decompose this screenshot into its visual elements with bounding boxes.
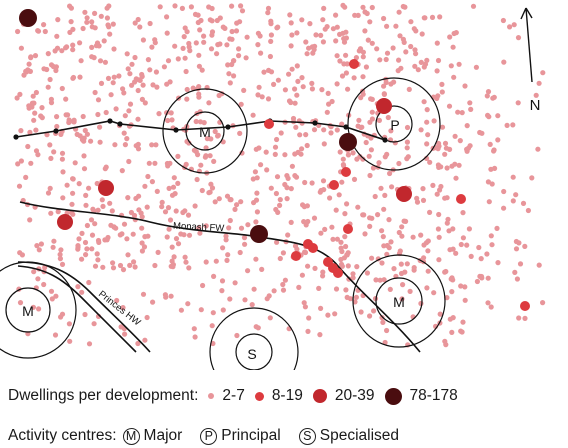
medium-dot-icon	[254, 391, 264, 401]
legend-item-large: 20-39	[312, 387, 375, 405]
centre-letter-major-2: M	[393, 294, 405, 310]
north-label: N	[530, 97, 541, 114]
activity-centre-rings	[0, 77, 446, 370]
legend-item-small: 2-7	[208, 387, 245, 405]
legend-centre-label-major: Major	[143, 427, 183, 444]
legend-centre-specialised: S Specialised	[298, 427, 411, 445]
legend-centre-principal: P Principal	[200, 427, 292, 445]
legend-label-large: 20-39	[334, 387, 375, 404]
specialised-centre-icon: S	[298, 427, 316, 445]
legend-item-xlarge: 78-178	[384, 387, 458, 405]
legend-centre-label-principal: Principal	[221, 427, 281, 444]
dwellings-legend: Dwellings per development: 2-7 8-19 20-3…	[8, 384, 458, 408]
centre-letter-major-1: M	[199, 124, 211, 140]
north-arrow-icon	[520, 7, 533, 83]
legend-centre-label-specialised: Specialised	[319, 427, 400, 444]
princes-highway-label: Princes HW	[96, 289, 142, 329]
princes-highway-line	[17, 261, 151, 353]
centre-letter-principal: P	[390, 117, 399, 133]
legend-label-small: 2-7	[222, 387, 245, 404]
monash-freeway-label: Monash FW	[173, 221, 225, 235]
activity-centres-legend: Activity centres: M Major P Principal S …	[8, 424, 411, 448]
major-centre-icon: M	[122, 427, 140, 445]
centres-legend-title: Activity centres:	[8, 427, 117, 444]
activity-centre-letters: M P M M S	[22, 117, 405, 362]
large-dot-icon	[312, 389, 327, 403]
medium-development-dots	[264, 59, 530, 311]
road-line-secondary	[17, 265, 137, 353]
centre-letter-major-3: M	[22, 303, 34, 319]
legend-label-xlarge: 78-178	[409, 387, 458, 404]
xlarge-development-dots	[19, 9, 357, 243]
legend-label-medium: 8-19	[271, 387, 303, 404]
rail-line	[15, 120, 386, 141]
legend-item-medium: 8-19	[254, 387, 303, 405]
dwellings-legend-title: Dwellings per development:	[8, 387, 199, 404]
small-dot-icon	[208, 393, 215, 399]
xlarge-dot-icon	[384, 387, 402, 405]
centre-letter-specialised: S	[247, 346, 256, 362]
dwelling-map: M P M M S Monash FW Princes HW N	[0, 2, 546, 370]
large-development-dots	[57, 98, 412, 230]
principal-centre-icon: P	[200, 427, 218, 445]
small-development-dots	[14, 2, 546, 348]
legend-centre-major: M Major	[122, 427, 195, 445]
